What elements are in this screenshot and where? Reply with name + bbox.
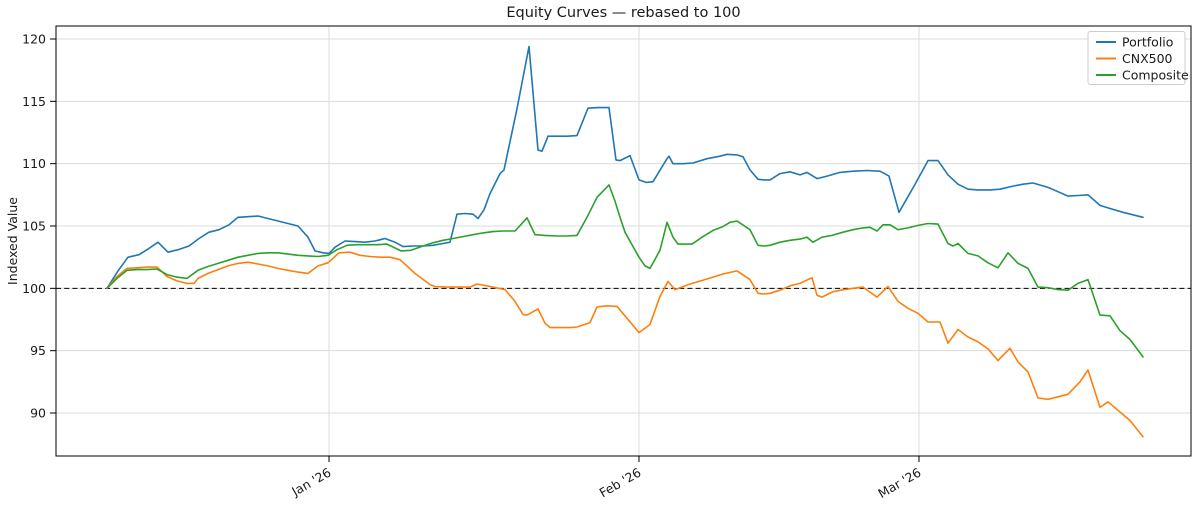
y-tick-label: 110: [22, 156, 46, 171]
legend-label-composite: Composite: [1122, 68, 1189, 83]
legend-label-cnx500: CNX500: [1122, 51, 1173, 66]
y-tick-label: 115: [22, 94, 46, 109]
chart-title: Equity Curves — rebased to 100: [506, 5, 740, 21]
y-tick-label: 100: [22, 281, 46, 296]
y-tick-label: 90: [30, 406, 46, 421]
y-axis-label: Indexed Value: [5, 197, 20, 285]
series-line-portfolio: [106, 45, 1144, 290]
y-tick-label: 105: [22, 219, 46, 234]
legend-label-portfolio: Portfolio: [1122, 35, 1173, 50]
plot-area: [56, 26, 1191, 456]
plot-border: [55, 25, 1192, 457]
series-line-composite: [106, 184, 1144, 358]
y-tick-label: 120: [22, 32, 46, 47]
series-line-cnx500: [106, 251, 1144, 438]
legend-box: [1087, 31, 1186, 85]
y-tick-label: 95: [30, 343, 46, 358]
